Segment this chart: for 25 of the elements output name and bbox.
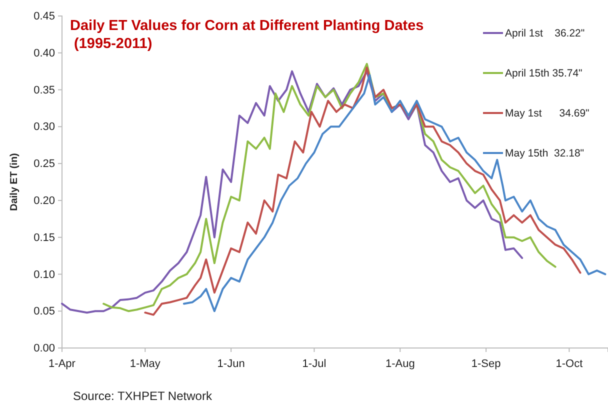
legend-label: May 15th 32.18" <box>505 148 584 160</box>
y-tick-label: 0.10 <box>34 268 55 281</box>
y-tick-label: 0.35 <box>34 84 55 96</box>
y-axis-title: Daily ET (in) <box>9 153 20 211</box>
legend-label: May 1st 34.69" <box>505 108 590 120</box>
x-tick-label: 1-Jul <box>302 358 326 370</box>
y-tick-label: 0.45 <box>34 10 55 23</box>
line-series <box>61 70 524 314</box>
source-note: Source: TXHPET Network <box>73 389 213 403</box>
y-tick-label: 0.40 <box>34 47 55 60</box>
x-tick-label: 1-Jun <box>217 358 245 370</box>
legend-label: April 1st 36.22" <box>505 28 585 40</box>
y-tick-label: 0.25 <box>34 158 55 170</box>
x-tick-label: 1-Apr <box>48 358 76 370</box>
y-tick-label: 0.05 <box>34 306 55 318</box>
y-tick-label: 0.30 <box>34 121 55 134</box>
y-tick-label: 0.15 <box>34 232 55 244</box>
text: Daily ET Values for Corn at Different Planting Dates (1995-2011) <box>70 18 424 52</box>
x-tick-label: 1-Oct <box>556 358 583 370</box>
x-tick-label: 1-Aug <box>385 358 415 370</box>
legend-label: April 15th 35.74" <box>505 68 583 80</box>
y-tick-label: 0.00 <box>34 342 55 355</box>
x-tick-label: 1-May <box>130 358 161 370</box>
y-tick-label: 0.20 <box>34 194 55 207</box>
x-tick-label: 1-Sep <box>471 358 501 370</box>
